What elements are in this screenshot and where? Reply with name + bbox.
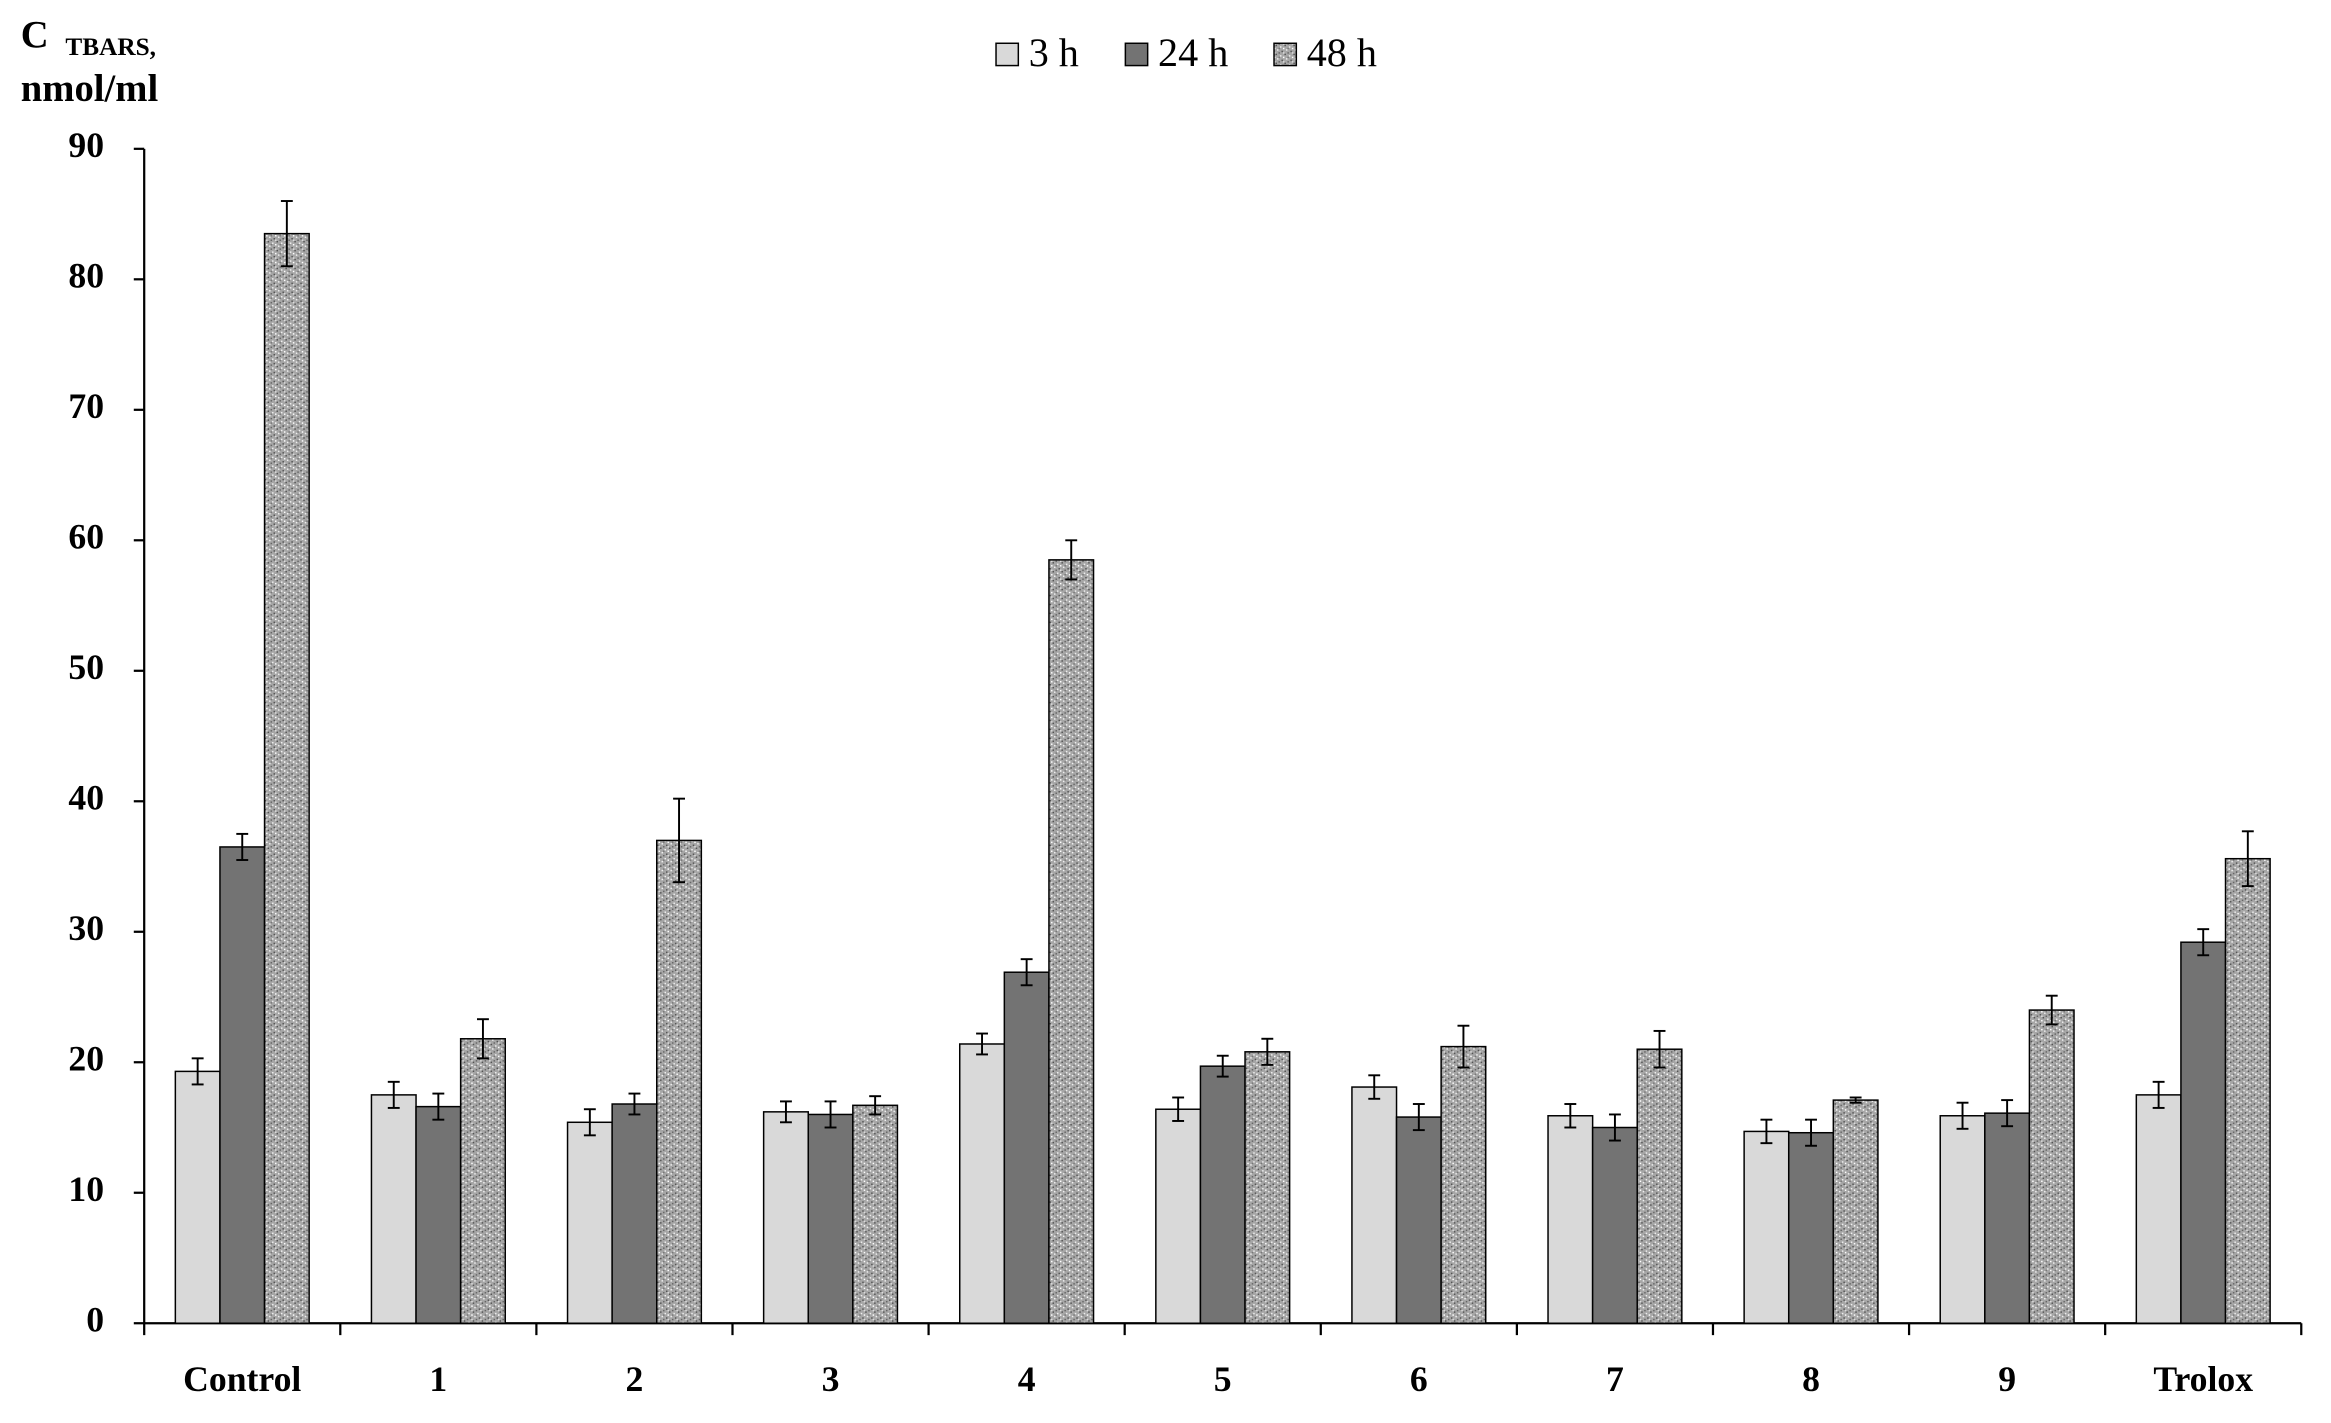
bar: [415, 1105, 462, 1324]
x-tick-label: 6: [1410, 1359, 1428, 1399]
error-bar: [1760, 1118, 1773, 1145]
error-bar: [1368, 1074, 1381, 1100]
error-bar: [2197, 928, 2210, 957]
x-tick-label: Control: [183, 1359, 301, 1399]
error-bar: [1608, 1113, 1621, 1142]
error-bar: [1261, 1037, 1274, 1066]
bar: [655, 839, 703, 1324]
bar: [174, 1070, 221, 1324]
x-tick-label: 9: [1998, 1359, 2016, 1399]
y-tick-label: 50: [68, 647, 104, 687]
y-label-unit: nmol/ml: [21, 68, 159, 110]
bar: [1636, 1048, 1683, 1324]
error-bar: [191, 1057, 204, 1086]
bar: [1832, 1099, 1879, 1324]
bar: [2180, 941, 2227, 1324]
error-bar: [2001, 1099, 2014, 1128]
error-bar: [779, 1100, 792, 1124]
x-tick-label: 3: [822, 1359, 840, 1399]
legend-swatch: [995, 42, 1020, 67]
error-bar: [387, 1080, 400, 1109]
legend-label: 3 h: [1029, 30, 1079, 75]
y-tick-label: 20: [68, 1038, 104, 1078]
error-bar: [1564, 1103, 1577, 1129]
y-label-subscript: TBARS,: [65, 33, 156, 61]
error-bar: [1805, 1118, 1817, 1147]
bar: [1351, 1086, 1398, 1324]
bar: [1440, 1045, 1487, 1324]
y-tick-label: 70: [68, 386, 104, 426]
y-tick-label: 80: [68, 255, 104, 295]
error-bar: [1172, 1096, 1185, 1122]
error-bar: [869, 1095, 882, 1116]
bar: [852, 1104, 899, 1324]
x-tick-label: 4: [1018, 1359, 1036, 1399]
legend-swatch: [1124, 42, 1149, 67]
y-label-symbol: C: [21, 15, 49, 57]
error-bar: [476, 1018, 489, 1060]
bar: [2224, 857, 2271, 1324]
x-tick-label: Trolox: [2153, 1359, 2253, 1399]
bar: [566, 1121, 613, 1324]
error-bar: [280, 200, 293, 268]
y-tick-label: 40: [68, 777, 104, 817]
error-bar: [1457, 1024, 1470, 1069]
bar: [1591, 1126, 1638, 1324]
bar: [1395, 1116, 1442, 1324]
error-bar: [673, 797, 685, 884]
bar: [1984, 1112, 2031, 1324]
y-tick-label: 60: [68, 516, 104, 556]
bar: [2028, 1009, 2075, 1324]
error-bar: [1849, 1096, 1862, 1104]
bar: [958, 1043, 1006, 1324]
bar: [1199, 1065, 1246, 1324]
bar: [263, 232, 310, 1324]
bar: [1048, 559, 1095, 1324]
error-bar: [583, 1108, 596, 1137]
error-bar: [976, 1032, 988, 1056]
error-bar: [2241, 830, 2254, 888]
error-bar: [2152, 1080, 2165, 1109]
bar: [1743, 1130, 1790, 1324]
y-tick-label: 0: [86, 1299, 104, 1339]
bar: [219, 846, 266, 1324]
error-bar: [236, 832, 249, 861]
error-bar: [2045, 994, 2058, 1026]
error-bar: [1956, 1101, 1969, 1130]
x-tick-label: 8: [1802, 1359, 1820, 1399]
x-tick-label: 5: [1214, 1359, 1232, 1399]
bar: [762, 1111, 809, 1324]
legend-label: 48 h: [1307, 30, 1377, 75]
x-tick-label: 1: [429, 1359, 447, 1399]
error-bar: [432, 1092, 445, 1121]
error-bar: [1065, 539, 1078, 581]
error-bar: [1412, 1103, 1425, 1132]
bar: [807, 1113, 854, 1324]
error-bar: [628, 1092, 641, 1116]
bar: [1155, 1108, 1202, 1324]
y-tick-label: 30: [68, 908, 104, 948]
y-tick-label: 10: [68, 1169, 104, 1209]
bar: [1939, 1115, 1986, 1324]
error-bar: [824, 1100, 837, 1129]
bar: [370, 1094, 417, 1324]
y-tick-label: 90: [68, 125, 104, 165]
error-bar: [1020, 958, 1033, 987]
x-tick-label: 7: [1606, 1359, 1624, 1399]
bar: [459, 1038, 506, 1324]
error-bar: [1216, 1054, 1229, 1078]
bar: [1003, 971, 1050, 1324]
error-bar: [1653, 1029, 1666, 1069]
bar: [1787, 1131, 1835, 1324]
bar: [2135, 1094, 2182, 1324]
legend-label: 24 h: [1158, 30, 1228, 75]
legend-swatch: [1273, 42, 1298, 67]
bar: [611, 1103, 658, 1324]
x-tick-label: 2: [626, 1359, 644, 1399]
bar: [1244, 1051, 1291, 1324]
bar: [1547, 1115, 1594, 1324]
